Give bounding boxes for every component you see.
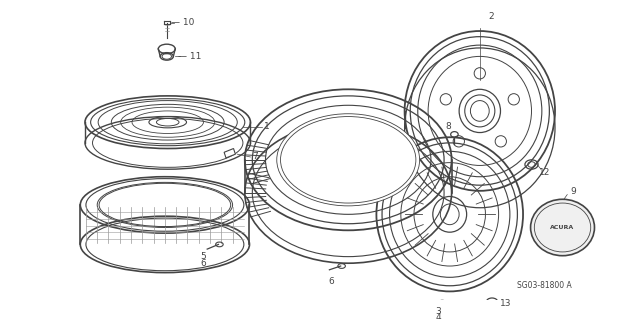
Text: 6: 6 xyxy=(328,277,334,286)
Text: 8: 8 xyxy=(445,122,451,131)
Text: 3: 3 xyxy=(436,307,442,315)
Text: 2: 2 xyxy=(488,12,494,21)
Text: 12: 12 xyxy=(539,167,550,176)
Text: 7: 7 xyxy=(252,152,258,161)
Text: 6: 6 xyxy=(200,259,206,268)
Text: 1: 1 xyxy=(264,122,269,131)
Text: — 11: — 11 xyxy=(178,52,202,61)
Ellipse shape xyxy=(276,114,420,206)
Polygon shape xyxy=(224,149,236,158)
Text: 9: 9 xyxy=(570,187,576,196)
Text: ACURA: ACURA xyxy=(550,225,575,230)
Text: 4: 4 xyxy=(436,313,441,319)
Ellipse shape xyxy=(531,199,595,256)
Text: 13: 13 xyxy=(500,299,511,308)
Text: 5: 5 xyxy=(200,252,206,261)
Text: SG03-81800 A: SG03-81800 A xyxy=(517,280,572,290)
Text: — 10: — 10 xyxy=(172,18,195,27)
